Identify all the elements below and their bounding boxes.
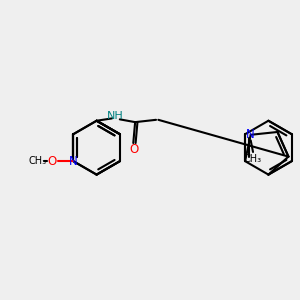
Text: NH: NH	[107, 111, 124, 121]
Text: N: N	[246, 128, 255, 141]
Text: O: O	[48, 154, 57, 168]
Text: CH₃: CH₃	[28, 156, 46, 166]
Text: CH₃: CH₃	[244, 154, 262, 164]
Text: O: O	[129, 142, 138, 156]
Text: N: N	[69, 154, 78, 168]
